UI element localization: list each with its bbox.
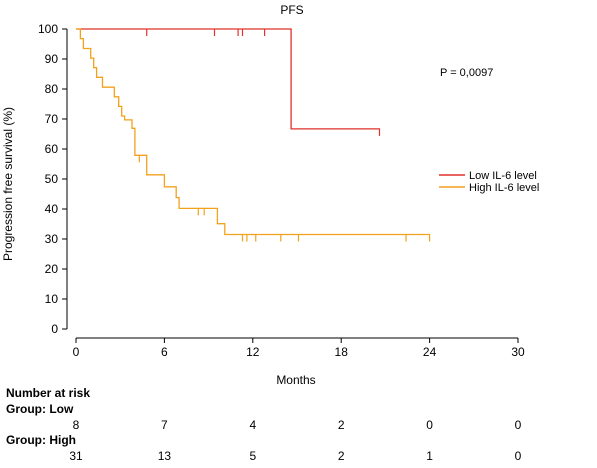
series-line-low <box>76 28 380 130</box>
y-tick-label: 0 <box>51 322 58 336</box>
risk-count: 0 <box>426 418 433 432</box>
x-tick-label: 6 <box>161 345 168 359</box>
risk-count: 1 <box>426 449 433 463</box>
survival-curves <box>76 28 431 242</box>
risk-count: 2 <box>337 449 345 463</box>
y-tick-label: 30 <box>45 232 59 246</box>
y-axis-label: Progression free survival (%) <box>1 107 15 261</box>
x-tick-label: 24 <box>423 345 437 359</box>
axes: 0 6 12 18 24 30 0 10 20 30 40 50 60 70 80 90 100 <box>38 22 525 359</box>
y-tick-label: 20 <box>45 262 59 276</box>
risk-count: 0 <box>514 449 522 463</box>
risk-count: 0 <box>514 418 522 432</box>
risk-count: 8 <box>72 418 80 432</box>
series-line-high <box>76 28 430 236</box>
risk-count: 7 <box>161 418 168 432</box>
risk-count: 2 <box>337 418 345 432</box>
y-tick-label: 60 <box>45 142 59 156</box>
y-tick-label: 50 <box>45 172 59 186</box>
y-tick-label: 10 <box>45 292 59 306</box>
legend-label-low: Low IL-6 level <box>469 170 537 182</box>
risk-group-high-label: Group: High <box>6 433 76 447</box>
legend-label-high: High IL-6 level <box>469 182 539 194</box>
risk-count: 31 <box>69 449 83 463</box>
x-tick-label: 12 <box>246 345 260 359</box>
risk-count: 4 <box>249 418 257 432</box>
x-axis-label: Months <box>276 373 315 387</box>
y-tick-label: 100 <box>38 22 58 36</box>
risk-count: 5 <box>249 449 257 463</box>
chart-title: PFS <box>280 3 303 17</box>
y-tick-label: 70 <box>45 112 59 126</box>
x-tick-label: 30 <box>511 345 525 359</box>
y-tick-label: 90 <box>45 52 59 66</box>
x-tick-label: 18 <box>335 345 349 359</box>
y-tick-label: 40 <box>45 202 59 216</box>
x-tick-label: 0 <box>73 345 80 359</box>
p-value-annotation: P = 0,0097 <box>440 67 493 79</box>
pfs-chart: PFS Progression free survival (%) Months… <box>1 3 539 387</box>
risk-group-low-label: Group: Low <box>6 402 74 416</box>
risk-count: 13 <box>157 449 172 463</box>
y-tick-label: 80 <box>45 82 59 96</box>
risk-table-header: Number at risk <box>6 386 91 400</box>
